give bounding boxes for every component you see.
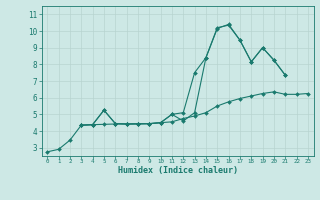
X-axis label: Humidex (Indice chaleur): Humidex (Indice chaleur): [118, 166, 237, 175]
